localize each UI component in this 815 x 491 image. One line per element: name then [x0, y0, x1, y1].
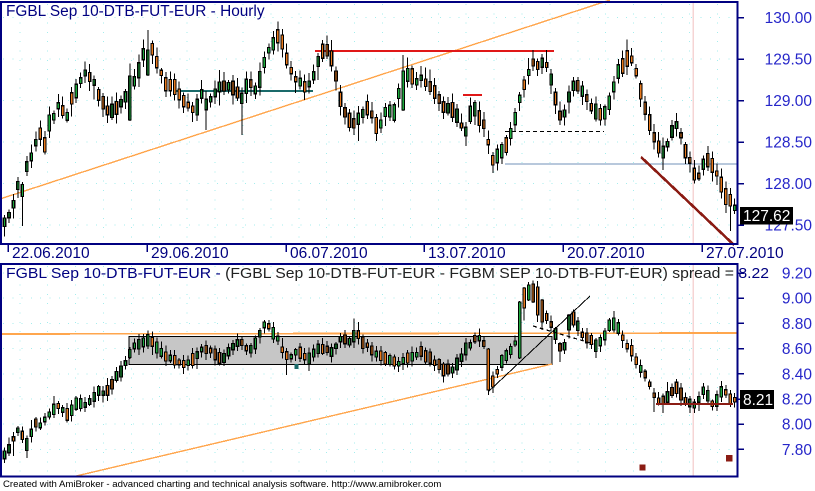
svg-text:8.80: 8.80: [782, 316, 813, 333]
svg-text:8.21: 8.21: [743, 392, 773, 409]
svg-text:128.00: 128.00: [765, 176, 813, 193]
svg-text:8.40: 8.40: [782, 366, 813, 383]
svg-text:128.50: 128.50: [765, 135, 813, 152]
svg-text:9.20: 9.20: [782, 266, 813, 283]
svg-text:9.00: 9.00: [782, 291, 813, 308]
svg-text:20.07.2010: 20.07.2010: [567, 245, 645, 262]
svg-text:Created with AmiBroker - advan: Created with AmiBroker - advanced charti…: [3, 479, 441, 490]
svg-text:127.62: 127.62: [743, 208, 790, 225]
svg-text:29.06.2010: 29.06.2010: [151, 245, 229, 262]
svg-text:FGBL Sep 10-DTB-FUT-EUR - Hour: FGBL Sep 10-DTB-FUT-EUR - Hourly: [6, 3, 265, 20]
svg-text:129.00: 129.00: [765, 93, 813, 110]
svg-text:7.80: 7.80: [782, 442, 813, 459]
svg-text:13.07.2010: 13.07.2010: [428, 245, 506, 262]
svg-text:130.00: 130.00: [765, 10, 813, 27]
svg-text:8.20: 8.20: [782, 392, 813, 409]
svg-text:22.06.2010: 22.06.2010: [12, 245, 90, 262]
svg-text:129.50: 129.50: [765, 52, 813, 69]
svg-text:06.07.2010: 06.07.2010: [290, 245, 368, 262]
svg-text:27.07.2010: 27.07.2010: [706, 245, 784, 262]
svg-text:8.60: 8.60: [782, 341, 813, 358]
svg-text:8.00: 8.00: [782, 417, 813, 434]
svg-text:FGBL Sep 10-DTB-FUT-EUR - (FGB: FGBL Sep 10-DTB-FUT-EUR - (FGBL Sep 10-D…: [6, 265, 769, 282]
